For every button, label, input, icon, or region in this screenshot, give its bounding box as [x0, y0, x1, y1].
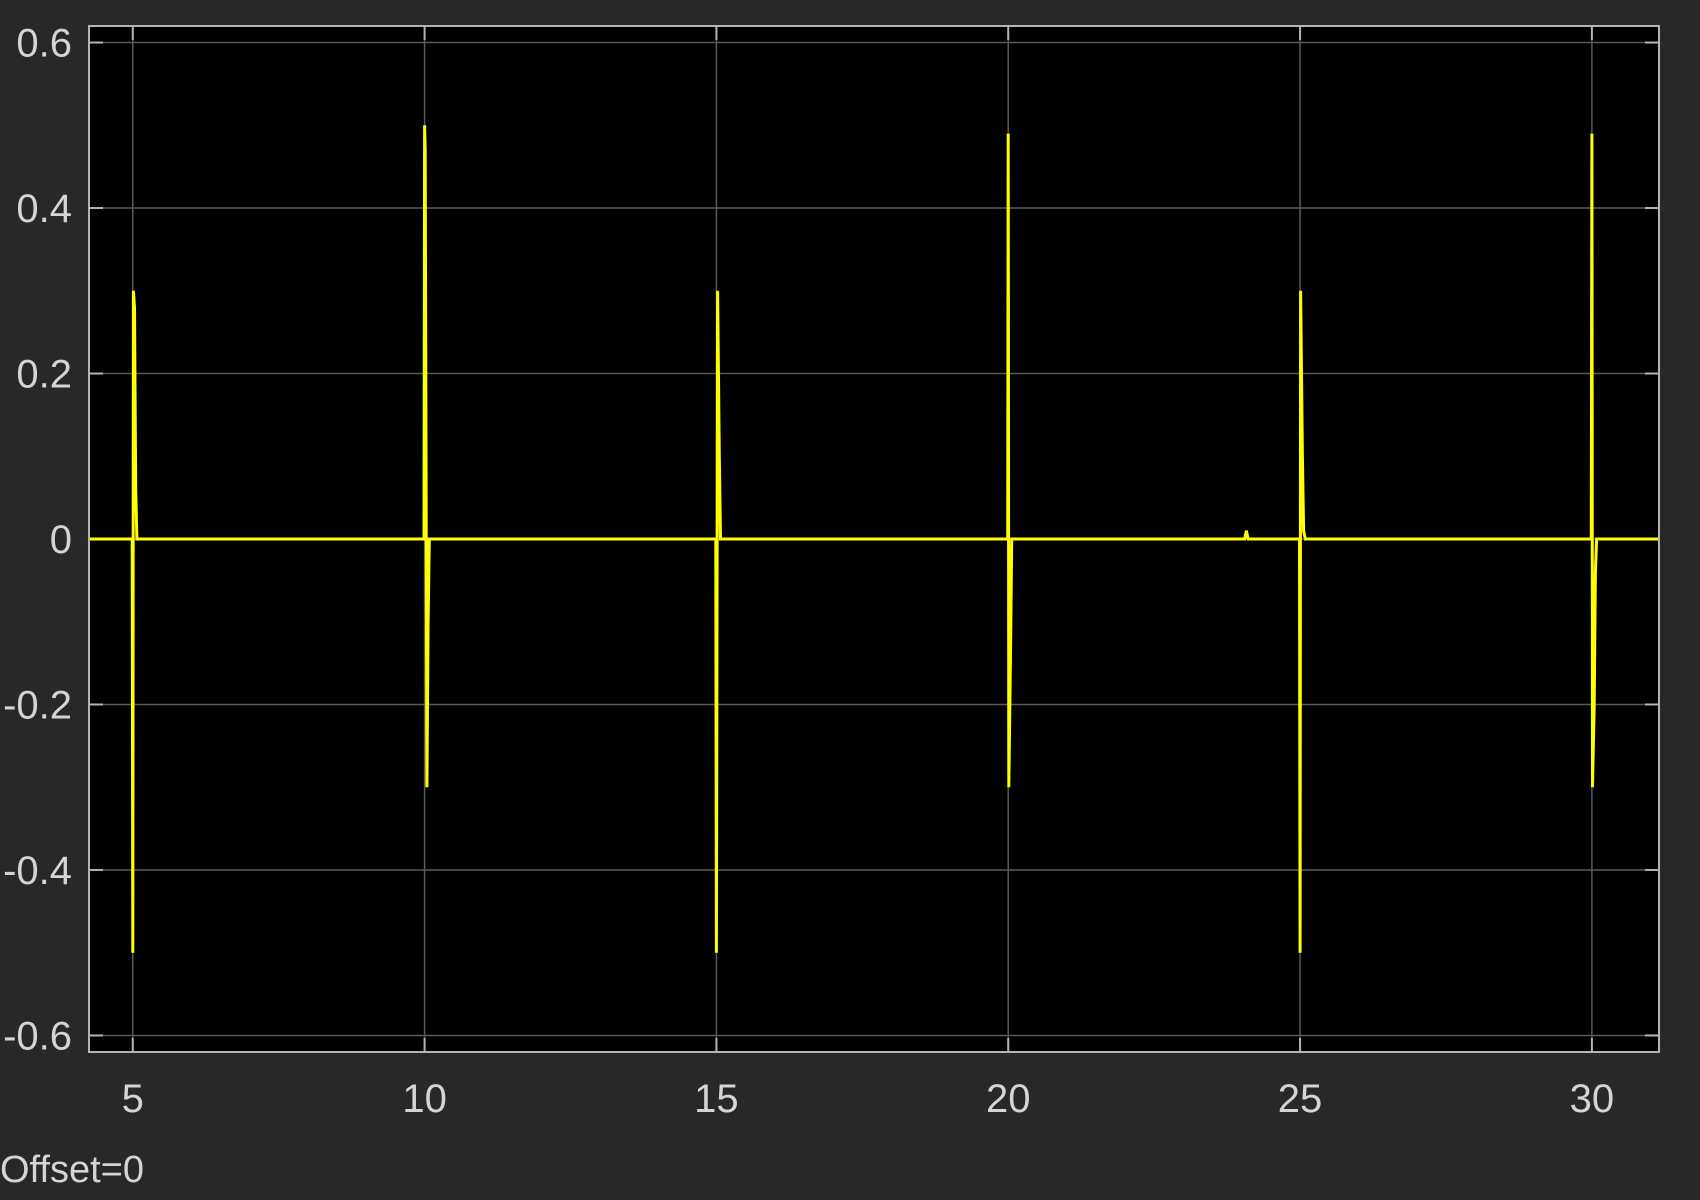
- axes-border: [88, 25, 1660, 1053]
- y-tick-label: 0: [50, 518, 72, 562]
- x-tick-label: 25: [1278, 1077, 1323, 1121]
- offset-label: Offset=0: [0, 1149, 145, 1191]
- y-tick-label: -0.2: [3, 683, 72, 727]
- y-tick-label: 0.6: [16, 22, 72, 66]
- signal-traces: [89, 125, 1659, 953]
- x-tick-label: 15: [694, 1077, 739, 1121]
- x-tick-label: 10: [402, 1077, 447, 1121]
- y-tick-label: -0.4: [3, 849, 72, 893]
- y-tick-label: 0.4: [16, 187, 72, 231]
- x-tick-label: 5: [122, 1077, 144, 1121]
- y-tick-label: 0.2: [16, 353, 72, 397]
- y-tick-label: -0.6: [3, 1014, 72, 1058]
- y-tick-labels: 0.6 0.4 0.2 0 -0.2 -0.4 -0.6: [3, 22, 72, 1059]
- x-tick-label: 30: [1570, 1077, 1615, 1121]
- x-tick-labels: 5 10 15 20 25 30: [122, 1077, 1614, 1121]
- x-tick-label: 20: [986, 1077, 1031, 1121]
- signal-line: [89, 125, 1659, 953]
